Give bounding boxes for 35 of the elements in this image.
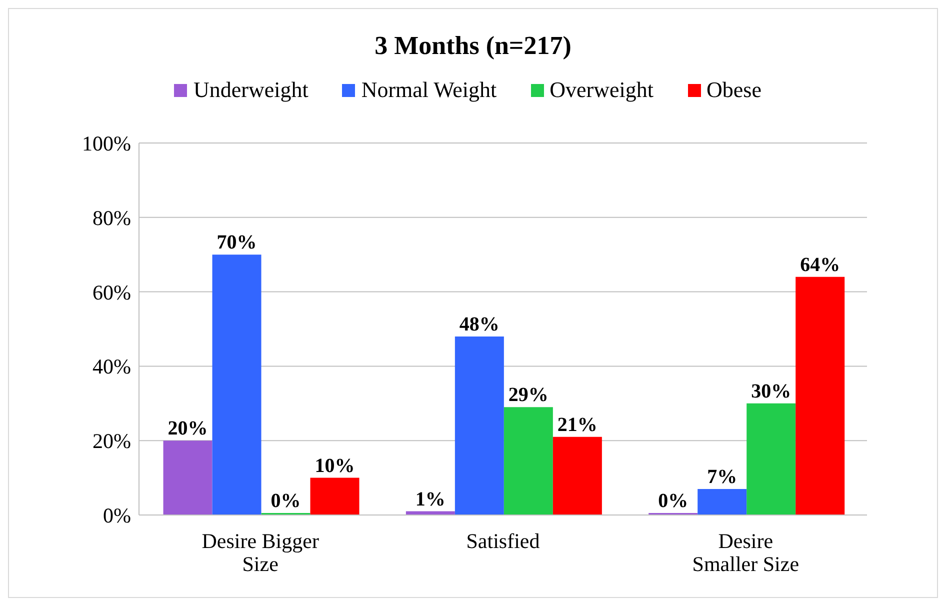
x-tick-label: Desire Bigger Size	[202, 528, 319, 576]
x-tick-label: Desire Smaller Size	[692, 528, 800, 576]
data-label: 10%	[314, 454, 355, 477]
chart-title: 3 Months (n=217)	[374, 30, 572, 62]
data-label: 0%	[270, 490, 301, 512]
data-label: 7%	[707, 466, 738, 488]
bar	[310, 478, 360, 515]
y-tick-label: 60%	[92, 280, 131, 304]
bar	[552, 436, 602, 515]
bar	[698, 488, 747, 515]
data-label: 20%	[168, 418, 208, 440]
data-label: 1%	[415, 488, 446, 510]
legend-label: Underweight	[193, 77, 308, 103]
data-label: 29%	[508, 384, 548, 406]
y-tick-label: 80%	[92, 206, 131, 230]
y-tick-label: 40%	[92, 354, 131, 379]
x-tick-label: Satisfied	[466, 528, 540, 553]
bar	[796, 276, 845, 515]
y-tick-label: 0%	[103, 503, 131, 528]
data-label: 30%	[751, 380, 792, 402]
y-tick-label: 20%	[92, 429, 131, 454]
y-tick-label: 100%	[82, 131, 131, 156]
data-label: 0%	[658, 490, 688, 512]
bar	[163, 440, 212, 515]
legend-label: Normal Weight	[361, 77, 497, 103]
bar	[212, 254, 262, 515]
bar	[454, 336, 504, 515]
legend-label: Overweight	[550, 77, 654, 103]
data-label: 64%	[800, 254, 840, 276]
bar	[746, 403, 796, 515]
legend-label: Obese	[706, 77, 762, 103]
bar	[504, 407, 553, 515]
data-label: 70%	[216, 232, 257, 254]
data-label: 48%	[459, 313, 500, 336]
data-label: 21%	[557, 414, 598, 436]
